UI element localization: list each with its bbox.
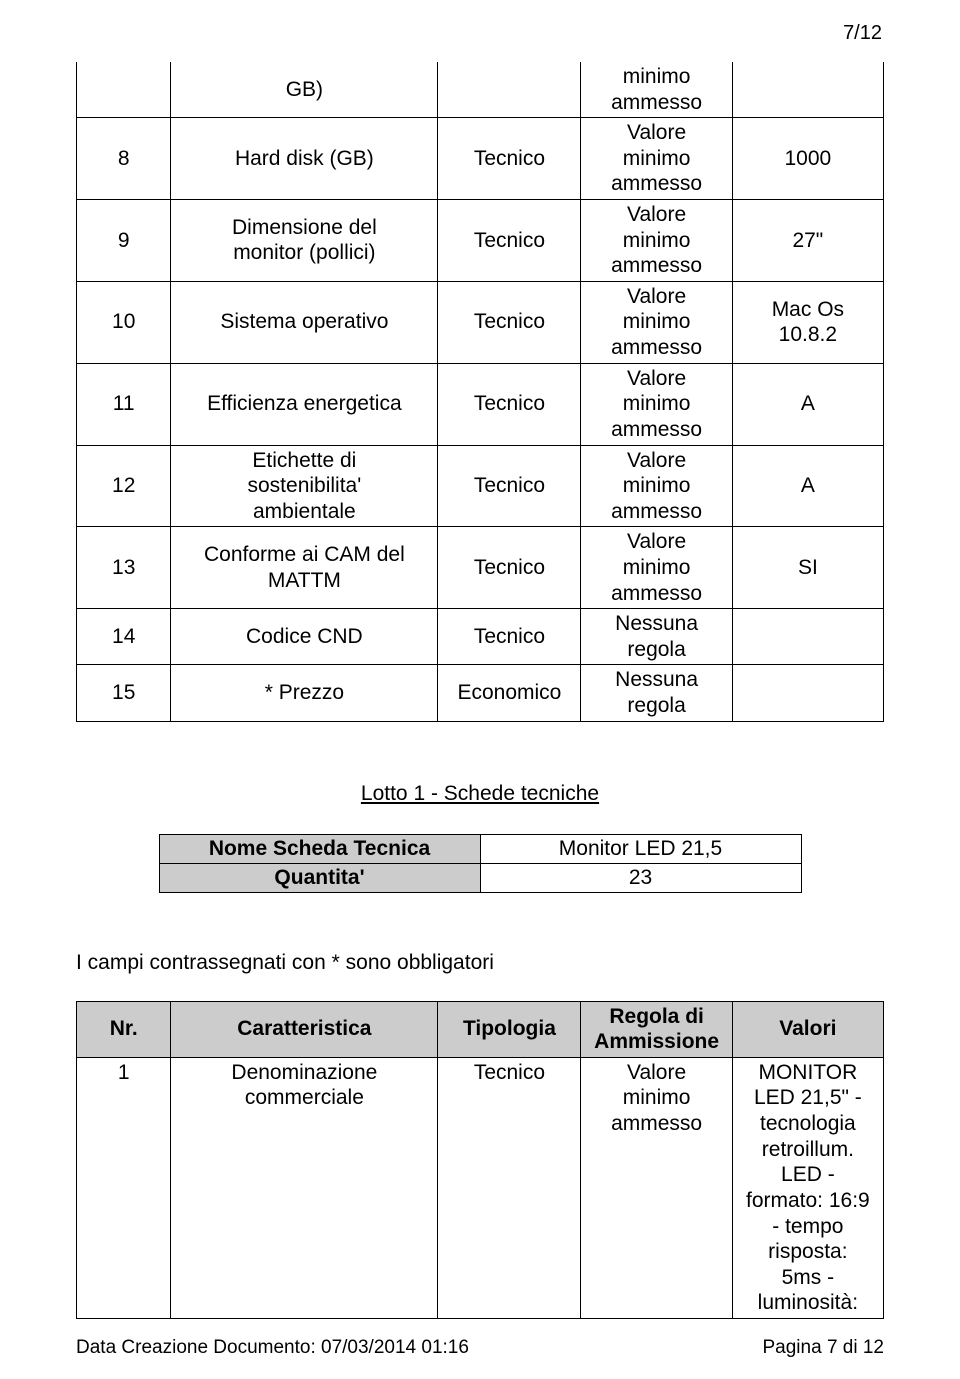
- col-tip: Tipologia: [438, 1001, 581, 1057]
- cell-car: Efficienza energetica: [171, 363, 438, 445]
- cell-nr: 14: [77, 609, 171, 665]
- cell-val: A: [732, 445, 883, 527]
- cell-reg: Valoreminimoammesso: [581, 281, 732, 363]
- cell-reg: Nessunaregola: [581, 609, 732, 665]
- col-val: Valori: [732, 1001, 883, 1057]
- cell-nr: 12: [77, 445, 171, 527]
- table-row: 15* PrezzoEconomicoNessunaregola: [77, 665, 884, 721]
- info-label: Nome Scheda Tecnica: [159, 834, 480, 863]
- table-row: 11Efficienza energeticaTecnicoValoremini…: [77, 363, 884, 445]
- table2-body: 1DenominazionecommercialeTecnicoValoremi…: [77, 1057, 884, 1318]
- cell-reg: Valoreminimoammesso: [581, 200, 732, 282]
- cell-val: MONITORLED 21,5" -tecnologiaretroillum.L…: [732, 1057, 883, 1318]
- cell-car: GB): [171, 62, 438, 118]
- cell-reg: Nessunaregola: [581, 665, 732, 721]
- cell-car: Sistema operativo: [171, 281, 438, 363]
- table-row: 1DenominazionecommercialeTecnicoValoremi…: [77, 1057, 884, 1318]
- table-characteristics: Nr. Caratteristica Tipologia Regola diAm…: [76, 1001, 884, 1319]
- cell-nr: 1: [77, 1057, 171, 1318]
- cell-val: 1000: [732, 118, 883, 200]
- col-car: Caratteristica: [171, 1001, 438, 1057]
- section-title: Lotto 1 - Schede tecniche: [76, 782, 884, 806]
- cell-nr: 9: [77, 200, 171, 282]
- cell-car: Conforme ai CAM delMATTM: [171, 527, 438, 609]
- cell-val: [732, 62, 883, 118]
- info-value: 23: [480, 863, 801, 892]
- cell-reg: Valoreminimoammesso: [581, 363, 732, 445]
- cell-tip: Tecnico: [438, 281, 581, 363]
- cell-nr: 11: [77, 363, 171, 445]
- cell-val: A: [732, 363, 883, 445]
- page-number-top: 7/12: [843, 22, 882, 45]
- cell-tip: Tecnico: [438, 527, 581, 609]
- col-reg: Regola diAmmissione: [581, 1001, 732, 1057]
- cell-tip: Tecnico: [438, 609, 581, 665]
- page: 7/12 GB)minimoammesso8Hard disk (GB)Tecn…: [0, 0, 960, 1379]
- table-row: 8Hard disk (GB)TecnicoValoreminimoammess…: [77, 118, 884, 200]
- mandatory-fields-note: I campi contrassegnati con * sono obblig…: [76, 951, 884, 975]
- cell-nr: [77, 62, 171, 118]
- cell-reg: minimoammesso: [581, 62, 732, 118]
- cell-reg: Valoreminimoammesso: [581, 118, 732, 200]
- footer-right: Pagina 7 di 12: [763, 1337, 885, 1359]
- table-specs-continuation: GB)minimoammesso8Hard disk (GB)TecnicoVa…: [76, 62, 884, 722]
- page-footer: Data Creazione Documento: 07/03/2014 01:…: [76, 1337, 884, 1359]
- cell-car: * Prezzo: [171, 665, 438, 721]
- cell-val: Mac Os10.8.2: [732, 281, 883, 363]
- cell-car: Codice CND: [171, 609, 438, 665]
- cell-val: [732, 609, 883, 665]
- footer-left: Data Creazione Documento: 07/03/2014 01:…: [76, 1337, 469, 1359]
- table2-header-row: Nr. Caratteristica Tipologia Regola diAm…: [77, 1001, 884, 1057]
- cell-car: Denominazionecommerciale: [171, 1057, 438, 1318]
- cell-nr: 10: [77, 281, 171, 363]
- cell-nr: 8: [77, 118, 171, 200]
- cell-tip: Tecnico: [438, 200, 581, 282]
- table-row: 9Dimensione delmonitor (pollici)TecnicoV…: [77, 200, 884, 282]
- cell-tip: Tecnico: [438, 363, 581, 445]
- cell-car: Dimensione delmonitor (pollici): [171, 200, 438, 282]
- table1-body: GB)minimoammesso8Hard disk (GB)TecnicoVa…: [77, 62, 884, 721]
- cell-car: Etichette disostenibilita'ambientale: [171, 445, 438, 527]
- cell-val: 27": [732, 200, 883, 282]
- cell-val: SI: [732, 527, 883, 609]
- cell-nr: 15: [77, 665, 171, 721]
- table-row: 12Etichette disostenibilita'ambientaleTe…: [77, 445, 884, 527]
- cell-tip: Economico: [438, 665, 581, 721]
- cell-tip: Tecnico: [438, 118, 581, 200]
- cell-val: [732, 665, 883, 721]
- cell-reg: Valoreminimoammesso: [581, 445, 732, 527]
- table-row: 14Codice CNDTecnicoNessunaregola: [77, 609, 884, 665]
- table-row: GB) minimoammesso: [77, 62, 884, 118]
- cell-tip: [438, 62, 581, 118]
- cell-reg: Valoreminimoammesso: [581, 527, 732, 609]
- cell-car: Hard disk (GB): [171, 118, 438, 200]
- col-nr: Nr.: [77, 1001, 171, 1057]
- table-row: Quantita'23: [159, 863, 801, 892]
- cell-tip: Tecnico: [438, 1057, 581, 1318]
- info-table-body: Nome Scheda TecnicaMonitor LED 21,5Quant…: [159, 834, 801, 892]
- table-row: Nome Scheda TecnicaMonitor LED 21,5: [159, 834, 801, 863]
- cell-reg: Valoreminimoammesso: [581, 1057, 732, 1318]
- cell-nr: 13: [77, 527, 171, 609]
- cell-tip: Tecnico: [438, 445, 581, 527]
- info-value: Monitor LED 21,5: [480, 834, 801, 863]
- info-label: Quantita': [159, 863, 480, 892]
- info-table: Nome Scheda TecnicaMonitor LED 21,5Quant…: [159, 834, 802, 893]
- table-row: 10Sistema operativoTecnicoValoreminimoam…: [77, 281, 884, 363]
- table-row: 13Conforme ai CAM delMATTMTecnicoValorem…: [77, 527, 884, 609]
